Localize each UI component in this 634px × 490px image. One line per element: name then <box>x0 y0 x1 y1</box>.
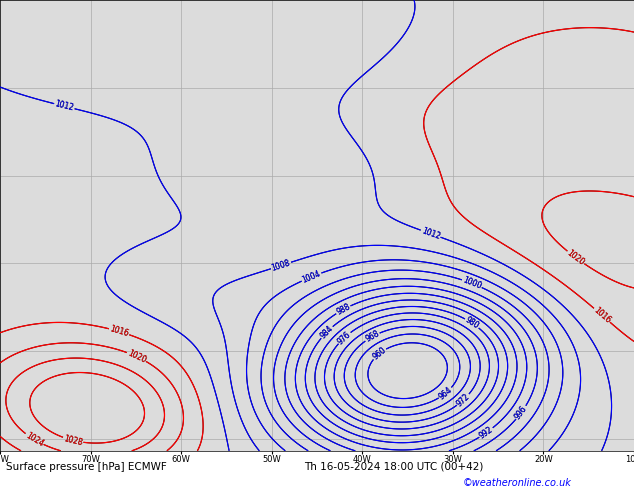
Text: 1000: 1000 <box>462 276 482 291</box>
Text: 992: 992 <box>477 425 495 441</box>
Text: 996: 996 <box>514 404 529 421</box>
Text: 1012: 1012 <box>420 226 441 241</box>
Text: ©weatheronline.co.uk: ©weatheronline.co.uk <box>463 478 572 488</box>
Text: 972: 972 <box>455 392 472 408</box>
Text: 1016: 1016 <box>592 306 612 325</box>
Text: Th 16-05-2024 18:00 UTC (00+42): Th 16-05-2024 18:00 UTC (00+42) <box>304 462 484 472</box>
Text: 996: 996 <box>514 404 529 421</box>
Text: 1016: 1016 <box>108 324 130 339</box>
Text: 968: 968 <box>364 329 381 344</box>
Text: 972: 972 <box>455 392 472 408</box>
Text: Surface pressure [hPa] ECMWF: Surface pressure [hPa] ECMWF <box>6 462 167 472</box>
Text: 980: 980 <box>463 316 481 331</box>
Text: 984: 984 <box>318 324 335 341</box>
Text: 976: 976 <box>336 330 353 346</box>
Text: 1024: 1024 <box>23 431 45 448</box>
Text: 1020: 1020 <box>126 348 147 365</box>
Text: 1020: 1020 <box>566 248 586 267</box>
Text: 1012: 1012 <box>54 99 75 113</box>
Text: 1028: 1028 <box>63 434 84 447</box>
Text: 964: 964 <box>437 385 454 401</box>
Text: 1016: 1016 <box>108 324 130 339</box>
Text: 1012: 1012 <box>420 226 441 241</box>
Text: 964: 964 <box>437 385 454 401</box>
Text: 1008: 1008 <box>271 258 292 273</box>
Text: 1024: 1024 <box>23 431 45 448</box>
Text: 984: 984 <box>318 324 335 341</box>
Text: 1012: 1012 <box>54 99 75 113</box>
Text: 960: 960 <box>371 345 388 362</box>
Text: 968: 968 <box>364 329 381 344</box>
Text: 1008: 1008 <box>271 258 292 273</box>
Text: 988: 988 <box>335 302 352 317</box>
Text: 988: 988 <box>335 302 352 317</box>
Text: 960: 960 <box>371 345 388 362</box>
Text: 1020: 1020 <box>126 348 147 365</box>
Text: 1020: 1020 <box>566 248 586 267</box>
Text: 1004: 1004 <box>301 269 322 285</box>
Text: 1000: 1000 <box>462 276 482 291</box>
Text: 992: 992 <box>477 425 495 441</box>
Text: 1028: 1028 <box>63 434 84 447</box>
Text: 1004: 1004 <box>301 269 322 285</box>
Text: 1016: 1016 <box>592 306 612 325</box>
Text: 976: 976 <box>336 330 353 346</box>
Text: 980: 980 <box>463 316 481 331</box>
